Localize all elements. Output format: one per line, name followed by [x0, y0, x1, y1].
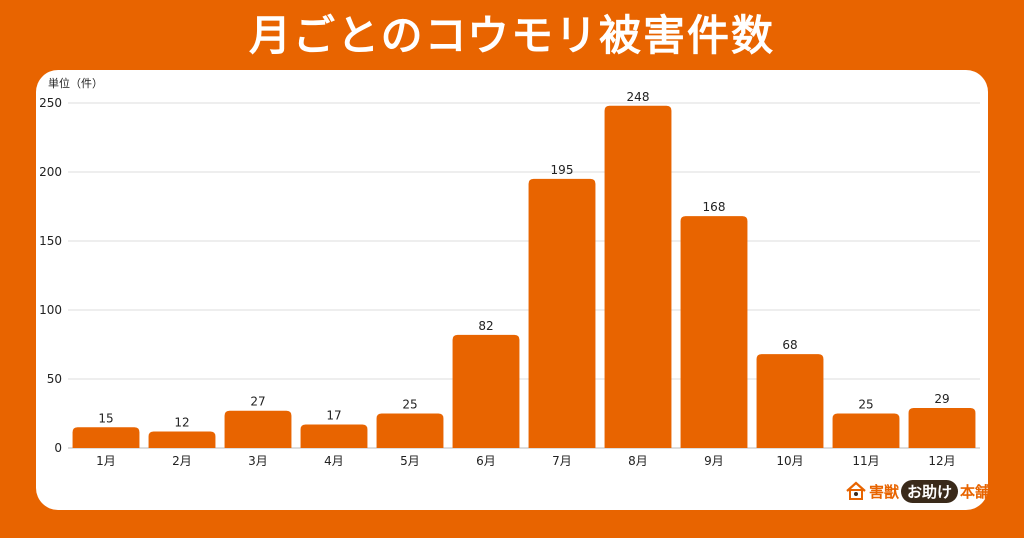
bar-8月	[604, 105, 672, 448]
x-tick-label: 10月	[776, 454, 803, 468]
x-tick-label: 7月	[552, 454, 572, 468]
value-label: 12	[174, 415, 189, 429]
value-label: 25	[858, 398, 873, 412]
value-label: 15	[98, 411, 113, 425]
y-tick-label: 100	[39, 303, 62, 317]
bar-12月	[908, 407, 976, 448]
x-tick-label: 2月	[172, 454, 192, 468]
brand-logo: 害獣 お助け 本舗	[845, 478, 990, 504]
x-tick-label: 5月	[400, 454, 420, 468]
y-tick-label: 50	[47, 372, 62, 386]
value-label: 25	[402, 398, 417, 412]
chart-title: 月ごとのコウモリ被害件数	[249, 11, 775, 60]
x-tick-label: 4月	[324, 454, 344, 468]
x-tick-label: 1月	[96, 454, 116, 468]
x-tick-label: 3月	[248, 454, 268, 468]
logo-text-3: 本舗	[960, 482, 991, 501]
grid-layer	[68, 102, 980, 449]
bar-layer	[72, 105, 976, 448]
y-axis-unit-label: 単位（件）	[48, 76, 103, 90]
x-tick-label: 6月	[476, 454, 496, 468]
x-tick-label: 12月	[928, 454, 955, 468]
y-tick-label: 250	[39, 96, 62, 110]
label-layer: 0 50 100 150 200 250 15 1月 12 2月 27 3月 17 4月 25 5月 82 6月 1…	[39, 90, 956, 468]
logo-text-1: 害獣	[869, 482, 900, 501]
house-icon	[846, 481, 866, 500]
value-label: 82	[478, 319, 493, 333]
bar-2月	[148, 431, 216, 448]
x-tick-label: 9月	[704, 454, 724, 468]
logo-text-2: お助け	[901, 479, 959, 503]
bar-3月	[224, 410, 292, 448]
x-tick-label: 11月	[852, 454, 879, 468]
bar-9月	[680, 216, 748, 448]
x-tick-label: 8月	[628, 454, 648, 468]
value-label: 29	[934, 392, 949, 406]
y-tick-label: 150	[39, 234, 62, 248]
value-label: 195	[551, 163, 574, 177]
bar-11月	[832, 413, 900, 448]
bar-5月	[376, 413, 444, 448]
value-label: 68	[782, 338, 797, 352]
value-label: 27	[250, 395, 265, 409]
y-tick-label: 0	[54, 441, 62, 455]
value-label: 248	[627, 90, 650, 104]
y-tick-label: 200	[39, 165, 62, 179]
bar-7月	[528, 178, 596, 448]
bar-4月	[300, 424, 368, 448]
bar-10月	[756, 354, 824, 448]
bar-6月	[452, 334, 520, 448]
value-label: 168	[703, 200, 726, 214]
bar-1月	[72, 427, 140, 448]
value-label: 17	[326, 409, 341, 423]
